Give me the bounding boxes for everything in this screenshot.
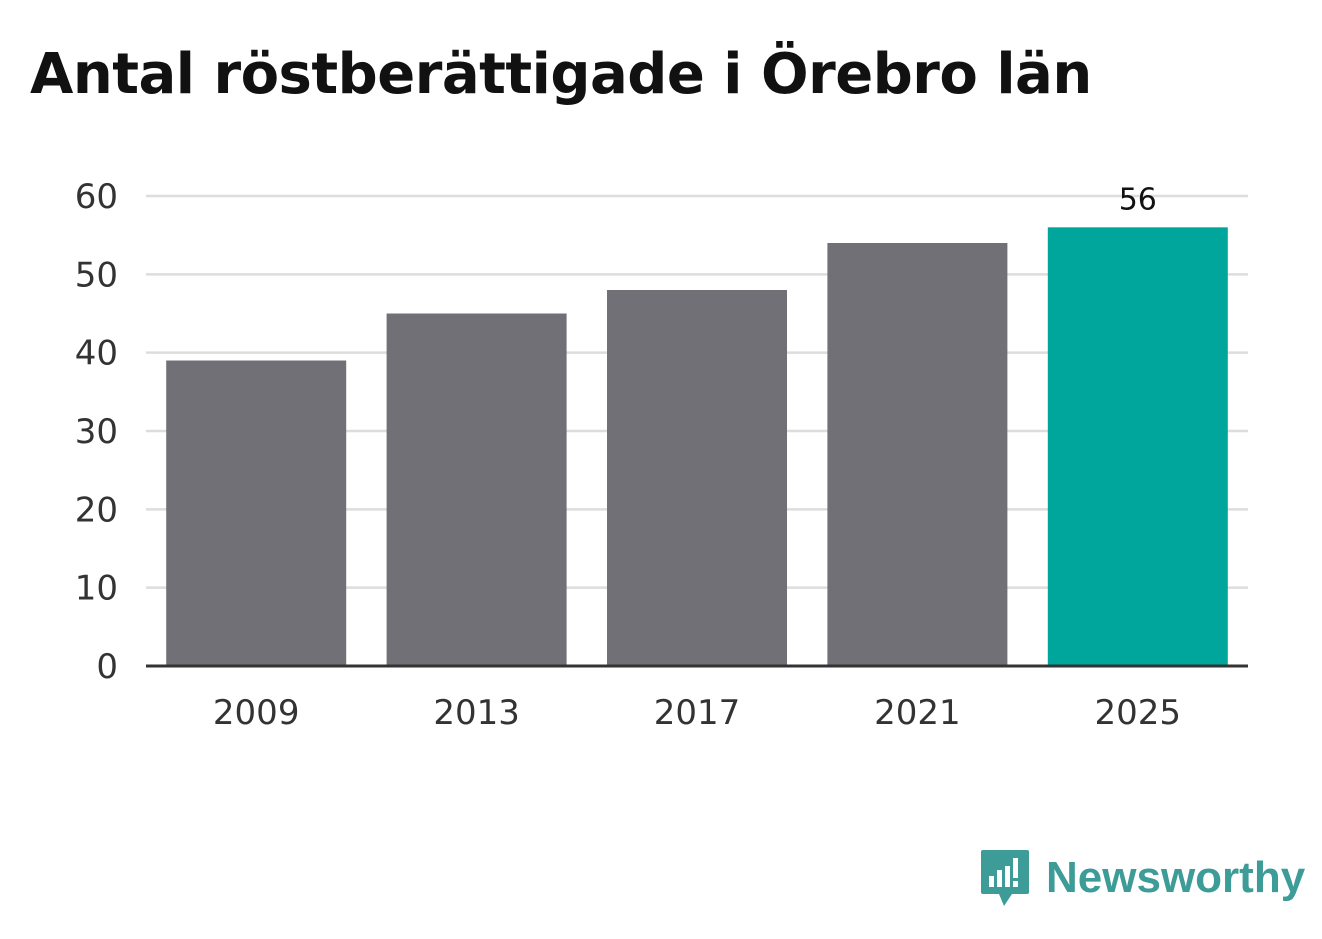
chart-title: Antal röstberättigade i Örebro län	[30, 42, 1092, 107]
y-tick-label: 40	[75, 334, 118, 374]
bar-2017	[607, 290, 787, 666]
x-axis-labels: 2009 2013 2017 2021 2025	[213, 693, 1181, 733]
bar-2025	[1047, 227, 1228, 667]
x-tick-label: 2021	[874, 693, 961, 733]
x-tick-label: 2013	[433, 693, 520, 733]
newsworthy-logo-icon	[981, 850, 1029, 906]
brand-logo: Newsworthy	[980, 848, 1305, 908]
bar-2021	[827, 243, 1008, 666]
x-tick-label: 2025	[1095, 693, 1182, 733]
y-tick-label: 20	[75, 490, 118, 530]
bar-2013	[386, 313, 567, 666]
y-tick-label: 10	[75, 569, 118, 609]
bars	[166, 227, 1228, 667]
x-tick-label: 2009	[213, 693, 300, 733]
bar-2009	[166, 360, 347, 666]
y-tick-label: 60	[75, 177, 118, 217]
data-labels: 56	[1119, 182, 1157, 217]
y-axis-labels: 0 10 20 30 40 50 60	[75, 177, 118, 687]
y-tick-label: 30	[75, 412, 118, 452]
data-label: 56	[1119, 182, 1157, 217]
brand-name: Newsworthy	[1046, 853, 1306, 902]
y-tick-label: 0	[96, 647, 118, 687]
y-tick-label: 50	[75, 255, 118, 295]
x-tick-label: 2017	[654, 693, 741, 733]
